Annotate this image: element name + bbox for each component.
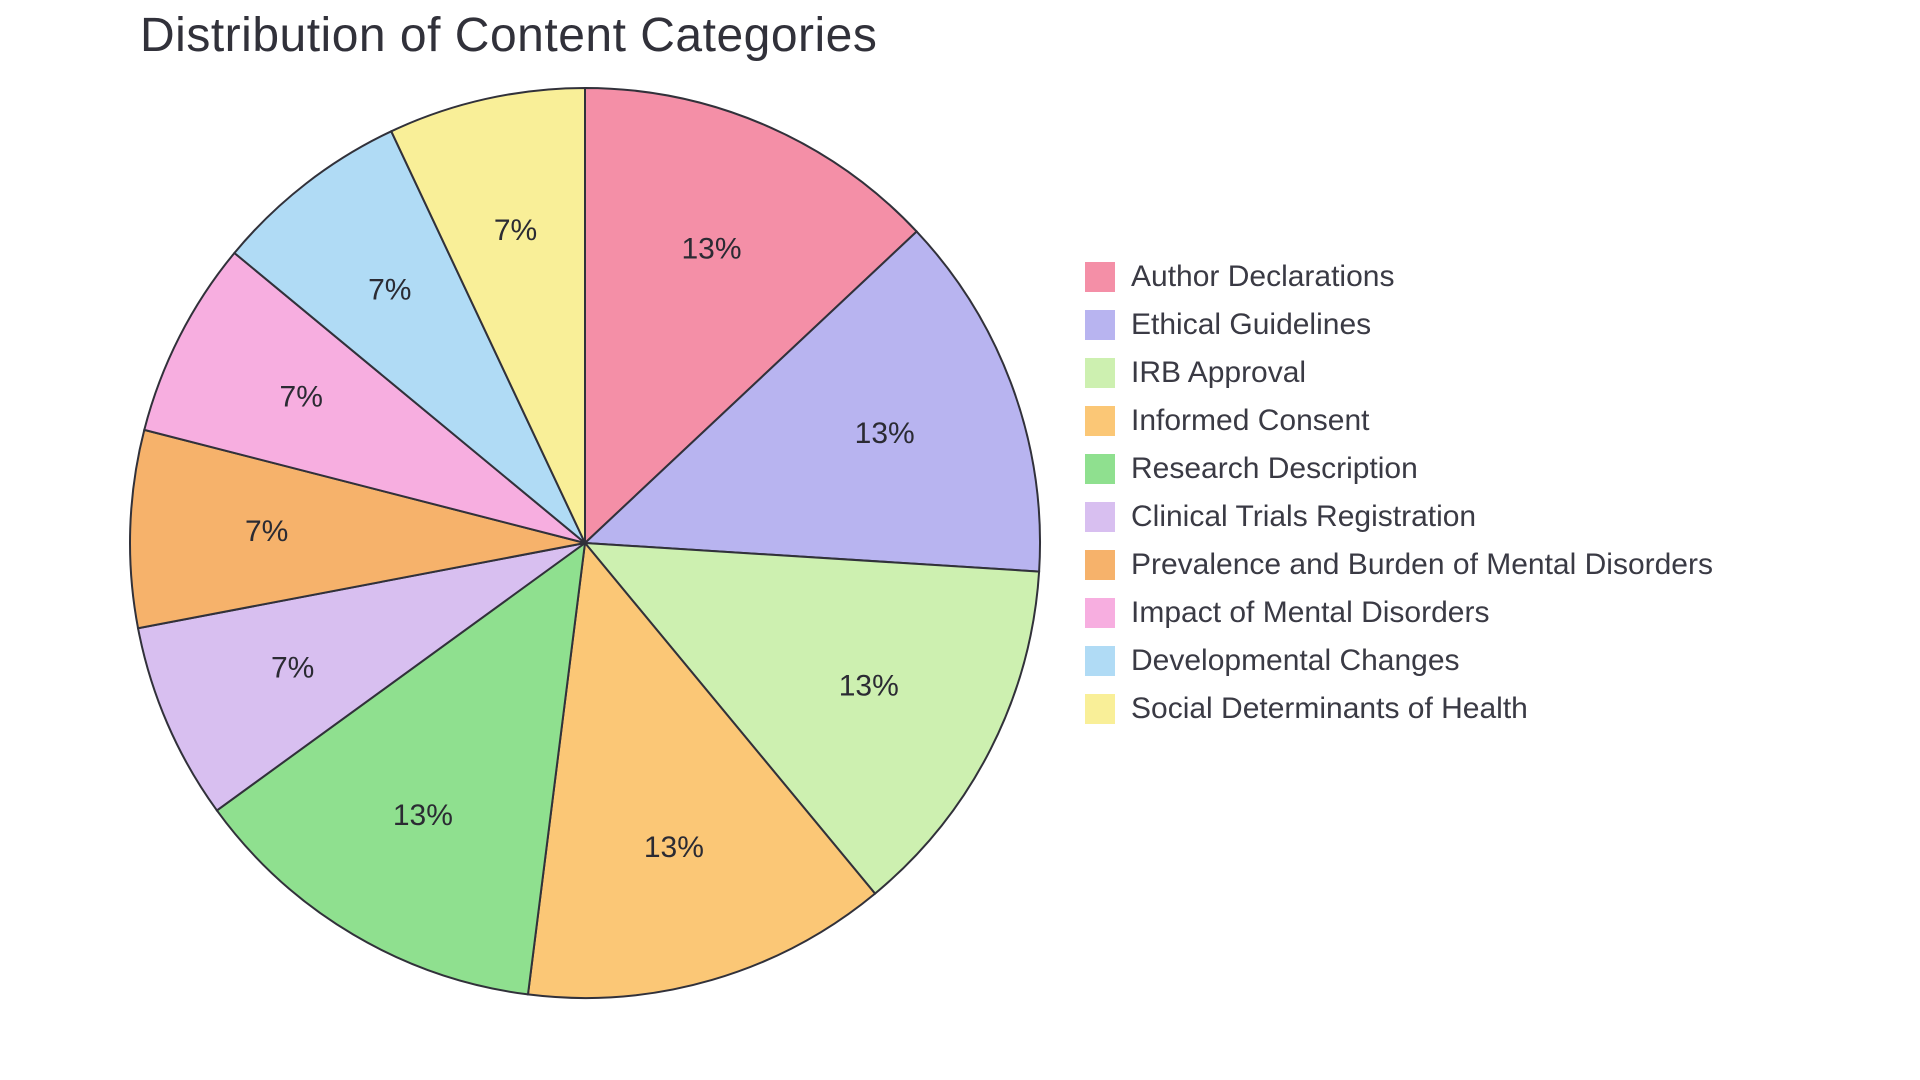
legend-swatch <box>1085 694 1115 724</box>
slice-pct-label: 7% <box>280 380 323 413</box>
legend-swatch <box>1085 406 1115 436</box>
legend-label: Prevalence and Burden of Mental Disorder… <box>1131 548 1713 582</box>
legend-swatch <box>1085 310 1115 340</box>
slice-pct-label: 7% <box>494 214 537 247</box>
slice-pct-label: 13% <box>681 233 741 266</box>
legend-swatch <box>1085 358 1115 388</box>
legend-item: Research Description <box>1085 452 1713 486</box>
slice-pct-label: 13% <box>839 670 899 703</box>
slice-pct-label: 7% <box>368 273 411 306</box>
slice-pct-label: 7% <box>245 515 288 548</box>
legend-label: Clinical Trials Registration <box>1131 500 1476 534</box>
legend-item: Ethical Guidelines <box>1085 308 1713 342</box>
legend-swatch <box>1085 454 1115 484</box>
legend-item: IRB Approval <box>1085 356 1713 390</box>
slice-pct-label: 13% <box>855 417 915 450</box>
legend-item: Developmental Changes <box>1085 644 1713 678</box>
legend-swatch <box>1085 502 1115 532</box>
chart-container: Distribution of Content Categories 13%13… <box>0 0 1920 1080</box>
legend-item: Clinical Trials Registration <box>1085 500 1713 534</box>
legend-item: Author Declarations <box>1085 260 1713 294</box>
legend-label: Informed Consent <box>1131 404 1369 438</box>
legend-label: Developmental Changes <box>1131 644 1460 678</box>
legend-label: Impact of Mental Disorders <box>1131 596 1489 630</box>
pie-chart: 13% 13% 13% 13% 13% 7% 7% 7% 7% 7% <box>120 78 1050 1008</box>
slice-pct-label: 13% <box>644 831 704 864</box>
legend-label: Research Description <box>1131 452 1418 486</box>
legend-label: Author Declarations <box>1131 260 1394 294</box>
legend-swatch <box>1085 550 1115 580</box>
legend: Author Declarations Ethical Guidelines IRB… <box>1085 260 1713 726</box>
legend-item: Social Determinants of Health <box>1085 692 1713 726</box>
legend-item: Prevalence and Burden of Mental Disorder… <box>1085 548 1713 582</box>
legend-label: Social Determinants of Health <box>1131 692 1528 726</box>
legend-label: IRB Approval <box>1131 356 1306 390</box>
legend-swatch <box>1085 598 1115 628</box>
slice-pct-label: 13% <box>393 799 453 832</box>
legend-item: Impact of Mental Disorders <box>1085 596 1713 630</box>
legend-swatch <box>1085 262 1115 292</box>
legend-item: Informed Consent <box>1085 404 1713 438</box>
slice-pct-label: 7% <box>271 651 314 684</box>
legend-label: Ethical Guidelines <box>1131 308 1371 342</box>
chart-title: Distribution of Content Categories <box>140 8 877 63</box>
legend-swatch <box>1085 646 1115 676</box>
